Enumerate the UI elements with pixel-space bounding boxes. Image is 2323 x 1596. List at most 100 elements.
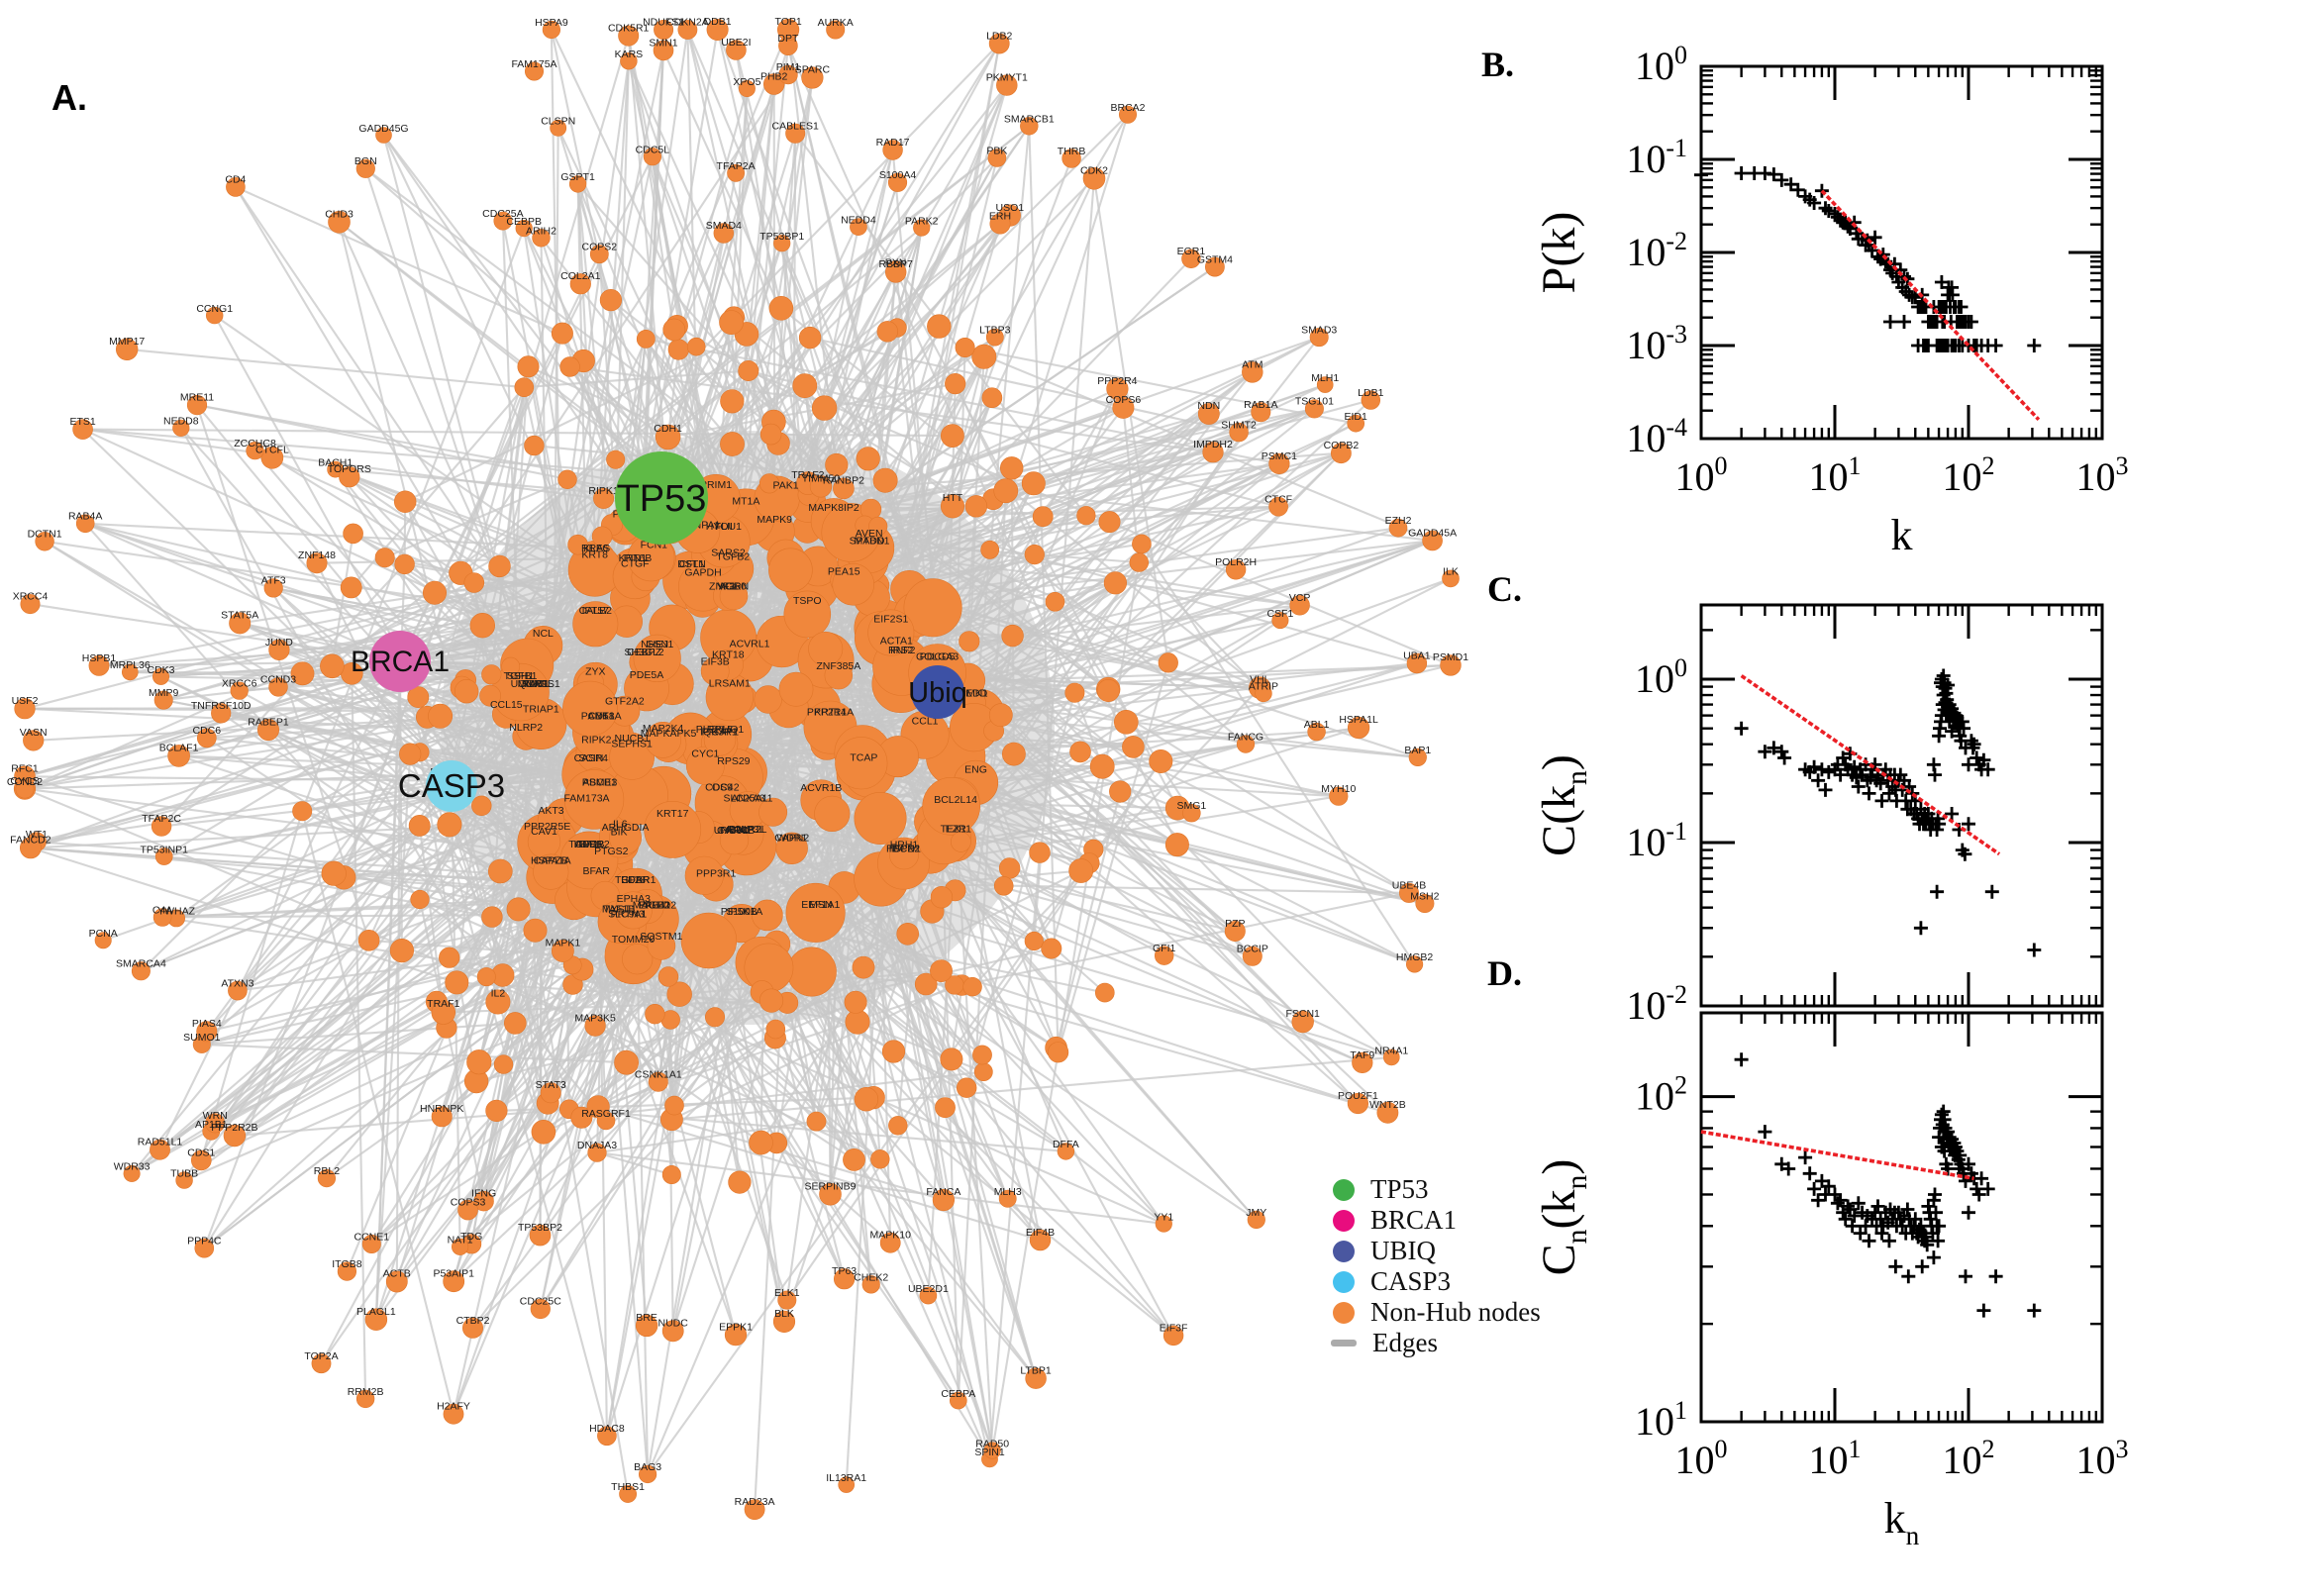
ubiq-node-icon xyxy=(1333,1240,1355,1262)
scatter-markers xyxy=(1694,166,2042,352)
non-hub-node xyxy=(609,734,656,780)
non-hub-node xyxy=(619,1485,638,1503)
non-hub-node xyxy=(153,690,173,710)
non-hub-node xyxy=(559,356,580,377)
non-hub-node xyxy=(1089,753,1115,779)
non-hub-node xyxy=(357,929,380,951)
legend-item-ubiq: UBIQ xyxy=(1333,1236,1561,1266)
non-hub-node xyxy=(1376,1101,1399,1124)
non-hub-node xyxy=(1069,741,1091,763)
non-hub-node xyxy=(524,435,545,456)
edge-icon xyxy=(1331,1340,1357,1347)
non-hub-node xyxy=(514,377,535,398)
non-hub-node xyxy=(540,1082,561,1104)
non-hub-node xyxy=(754,685,782,714)
non-hub-node xyxy=(835,737,888,790)
non-hub-node xyxy=(801,66,824,89)
non-hub-node xyxy=(35,532,54,551)
non-hub-node xyxy=(922,776,981,836)
non-hub-node xyxy=(1114,709,1139,735)
non-hub-node xyxy=(645,721,682,758)
non-hub-node xyxy=(684,855,724,895)
non-hub-node xyxy=(1002,742,1026,766)
legend-label: TP53 xyxy=(1370,1174,1429,1204)
non-hub-node xyxy=(927,314,952,339)
non-hub-node xyxy=(443,1403,464,1425)
non-hub-node xyxy=(422,580,447,605)
non-hub-node xyxy=(768,295,794,321)
legend: TP53 BRCA1 UBIQ CASP3 Non-Hub nodes Edge… xyxy=(1331,1174,1561,1358)
y-tick-label: 102 xyxy=(1635,1071,1687,1119)
non-hub-node xyxy=(1076,506,1096,526)
x-tick-label: 103 xyxy=(2076,451,2129,499)
non-hub-node xyxy=(551,322,573,345)
x-tick-label: 101 xyxy=(1809,1435,1862,1482)
non-hub-node xyxy=(542,20,561,40)
non-hub-node xyxy=(355,1389,375,1409)
non-hub-node xyxy=(809,475,833,498)
non-hub-node xyxy=(940,494,964,519)
non-hub-node xyxy=(940,1047,963,1071)
non-hub-node xyxy=(719,581,749,611)
non-hub-node xyxy=(503,1012,527,1035)
non-hub-node xyxy=(792,373,818,399)
non-hub-node xyxy=(501,656,521,676)
non-hub-node xyxy=(727,163,746,182)
non-hub-node xyxy=(680,912,738,969)
non-hub-node xyxy=(930,885,954,909)
non-hub-node xyxy=(537,806,565,834)
non-hub-node xyxy=(485,1099,508,1122)
non-hub-node xyxy=(833,477,855,500)
legend-item-casp3: CASP3 xyxy=(1333,1266,1561,1297)
non-hub-node xyxy=(1109,780,1132,803)
non-hub-node xyxy=(407,686,430,709)
x-tick-label: 102 xyxy=(1943,1435,1995,1482)
non-hub-node xyxy=(1041,938,1062,959)
non-hub-node xyxy=(608,821,642,854)
non-hub-node xyxy=(824,660,853,690)
non-hub-node xyxy=(1047,1042,1069,1063)
x-axis-title: k xyxy=(1891,511,1913,559)
non-hub-node xyxy=(437,812,462,838)
non-hub-node xyxy=(569,273,591,295)
non-hub-node xyxy=(843,1148,865,1171)
non-hub-node xyxy=(1024,544,1045,565)
non-hub-node xyxy=(648,1071,668,1092)
non-hub-node xyxy=(903,578,962,638)
non-hub-node xyxy=(337,1261,357,1281)
non-hub-node xyxy=(720,432,745,456)
non-hub-node xyxy=(868,516,888,537)
non-hub-node xyxy=(759,423,782,446)
non-hub-node xyxy=(752,899,783,932)
non-hub-node xyxy=(972,1045,992,1065)
non-hub-node xyxy=(749,1130,773,1155)
non-hub-node xyxy=(150,1139,170,1160)
non-hub-node xyxy=(493,1054,514,1074)
non-hub-node xyxy=(306,552,328,574)
non-hub-node xyxy=(888,1116,908,1136)
non-hub-node xyxy=(1064,682,1085,703)
non-hub-node xyxy=(260,446,284,469)
power-law-fit-line xyxy=(1740,674,2001,856)
panel-a-label: A. xyxy=(51,77,87,118)
y-tick-label: 10-4 xyxy=(1626,413,1687,460)
non-hub-node xyxy=(1205,256,1225,277)
power-law-fit-line xyxy=(1820,189,2041,422)
scatter-markers xyxy=(1734,668,2042,957)
non-hub-node xyxy=(431,1106,453,1128)
non-hub-node xyxy=(1361,390,1381,410)
non-hub-node xyxy=(552,940,574,962)
non-hub-node xyxy=(930,959,953,983)
non-hub-node xyxy=(644,801,702,858)
axis-ticks xyxy=(1701,66,2102,439)
non-hub-node xyxy=(825,452,849,477)
non-hub-node xyxy=(932,1188,956,1212)
non-hub-node xyxy=(1271,612,1289,630)
y-tick-label: 10-3 xyxy=(1626,320,1687,367)
non-hub-node xyxy=(719,826,750,855)
non-hub-node xyxy=(914,972,938,996)
non-hub-node xyxy=(896,922,920,946)
non-hub-node xyxy=(738,359,759,381)
non-hub-node xyxy=(599,289,623,312)
